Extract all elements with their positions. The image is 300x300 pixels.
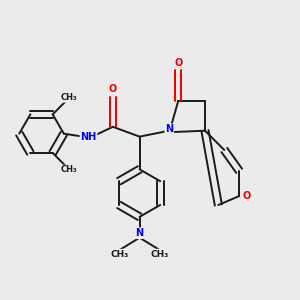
Text: N: N <box>165 124 173 134</box>
Text: O: O <box>109 84 117 94</box>
Text: CH₃: CH₃ <box>110 250 128 259</box>
Text: CH₃: CH₃ <box>151 250 169 259</box>
Text: N: N <box>136 228 144 238</box>
Text: NH: NH <box>80 132 97 142</box>
Text: CH₃: CH₃ <box>61 93 77 102</box>
Text: O: O <box>174 58 182 68</box>
Text: O: O <box>242 191 251 201</box>
Text: CH₃: CH₃ <box>61 165 77 174</box>
